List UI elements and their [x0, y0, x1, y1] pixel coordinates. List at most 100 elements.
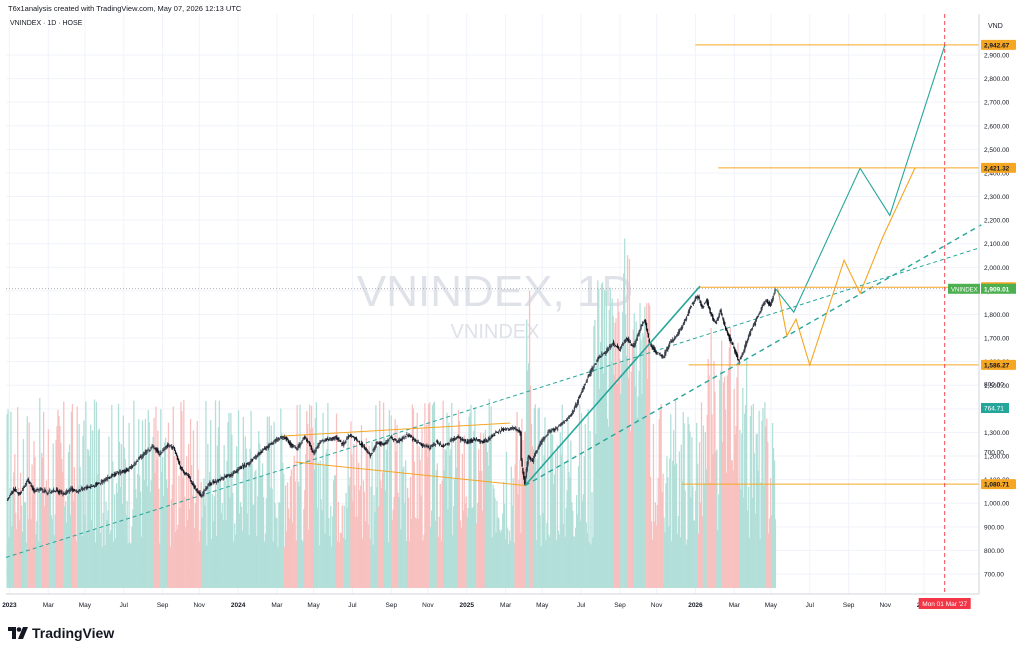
volume-bar: [544, 417, 546, 588]
volume-bar: [632, 329, 634, 588]
candle-body: [711, 314, 713, 316]
volume-bar: [730, 460, 732, 588]
candle-body: [372, 449, 374, 451]
candle-body: [547, 431, 549, 436]
volume-bar: [306, 410, 308, 588]
candle-body: [347, 436, 350, 438]
volume-bar: [133, 400, 135, 588]
candle-body: [46, 492, 48, 493]
candle-body: [70, 488, 73, 491]
volume-bar: [462, 510, 464, 588]
volume-bar: [240, 506, 243, 588]
candle-body: [476, 440, 478, 442]
time-tick-label: 2023: [2, 602, 17, 609]
volume-bar: [691, 437, 693, 588]
volume-bar: [748, 537, 751, 588]
volume-bar: [392, 509, 394, 588]
volume-bar: [147, 410, 149, 588]
candle-body: [44, 489, 46, 492]
volume-bar: [513, 542, 515, 588]
candle-body: [400, 439, 403, 441]
volume-bar: [39, 397, 41, 588]
volume-bar: [707, 359, 709, 588]
candle-body: [34, 490, 36, 491]
candle-body: [472, 439, 475, 441]
candle-body: [367, 452, 369, 454]
volume-bar: [233, 541, 235, 588]
candle-body: [350, 434, 353, 437]
candle-body: [302, 438, 304, 440]
volume-bar: [440, 540, 442, 588]
candle-body: [496, 431, 499, 433]
volume-bar: [175, 453, 177, 588]
volume-bar: [626, 255, 629, 588]
volume-bar: [506, 528, 509, 588]
volume-bar: [478, 449, 480, 588]
candle-body: [692, 303, 695, 305]
candle-body: [727, 333, 730, 336]
volume-bar: [51, 519, 53, 588]
candle-body: [656, 353, 658, 355]
volume-bar: [722, 382, 725, 588]
volume-bar: [344, 539, 346, 588]
volume-bar: [665, 483, 667, 588]
candle-body: [370, 454, 372, 456]
candle-body: [47, 493, 49, 494]
candle-body: [455, 437, 457, 440]
volume-bar: [436, 463, 439, 588]
volume-bar: [200, 482, 202, 588]
candle-body: [166, 445, 168, 448]
candle-body: [221, 477, 223, 479]
volume-bar: [50, 515, 52, 588]
candle-body: [244, 466, 247, 468]
candle-body: [78, 490, 81, 492]
candle-body: [79, 490, 82, 492]
candle-body: [608, 345, 611, 348]
volume-bar: [80, 484, 82, 588]
volume-bar: [217, 427, 220, 588]
candle-body: [724, 322, 726, 326]
volume-bar: [464, 503, 466, 588]
candle-body: [434, 443, 437, 445]
volume-bar: [247, 467, 249, 588]
candle-body: [261, 451, 263, 453]
volume-bar: [565, 508, 567, 588]
candle-body: [92, 485, 95, 487]
candle-body: [539, 442, 541, 447]
volume-bar: [543, 455, 545, 588]
candle-body: [396, 440, 399, 442]
volume-bar: [241, 530, 244, 588]
candle-body: [345, 440, 347, 443]
volume-bar: [315, 402, 318, 588]
candle-body: [277, 438, 280, 440]
candle-body: [126, 469, 128, 472]
volume-bar: [547, 435, 549, 588]
volume-bar: [244, 436, 246, 588]
volume-bar: [56, 426, 58, 588]
candle-body: [504, 428, 507, 431]
candle-body: [758, 312, 761, 314]
volume-bar: [467, 508, 469, 588]
volume-bar: [323, 465, 325, 588]
volume-bar: [441, 480, 443, 588]
candle-body: [187, 474, 189, 476]
candle-body: [163, 449, 165, 452]
volume-bar: [647, 379, 649, 588]
candle-body: [125, 469, 127, 471]
candle-body: [616, 345, 619, 348]
candle-body: [91, 485, 93, 487]
candle-body: [525, 468, 528, 477]
volume-bar: [429, 402, 431, 588]
time-tick-label: Nov: [193, 602, 205, 609]
tradingview-brand[interactable]: TradingView: [8, 624, 114, 642]
candle-body: [456, 436, 458, 439]
dashed-support-line: [524, 224, 982, 487]
candle-body: [51, 491, 53, 493]
volume-bar: [575, 527, 577, 588]
triangle-lower-line: [295, 461, 526, 487]
candle-body: [440, 445, 443, 447]
volume-bar: [598, 288, 600, 588]
time-tick-label: Nov: [651, 602, 663, 609]
candle-body: [759, 310, 761, 313]
